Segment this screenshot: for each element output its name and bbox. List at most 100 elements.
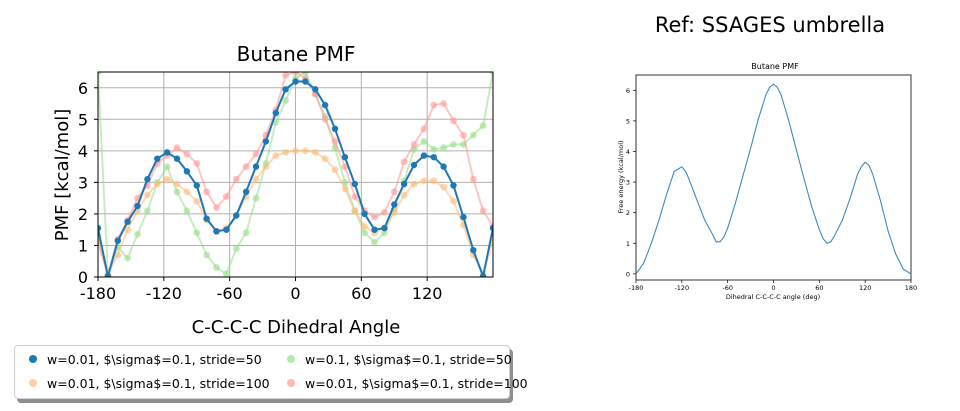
left-series-4-point: [410, 141, 418, 148]
left-series-3-point: [173, 188, 181, 196]
right-series-line: [635, 83, 912, 275]
left-series-1-point: [262, 138, 270, 145]
right-x-tick-label: 60: [815, 284, 823, 292]
left-series-3-point: [213, 264, 220, 271]
left-series-2-point: [282, 149, 289, 156]
left-y-tick-label: 3: [78, 173, 88, 192]
right-x-tick-label: -120: [674, 284, 689, 292]
left-series-3-point: [134, 231, 141, 238]
left-series-4-point: [371, 213, 378, 221]
left-series-2-point: [163, 175, 171, 183]
left-series-1-point: [163, 149, 171, 156]
left-x-tick-label: -180: [80, 284, 116, 303]
left-series-1-point: [124, 218, 131, 225]
left-series-3-point: [381, 229, 388, 237]
left-series-1-point: [183, 168, 191, 175]
left-chart-title: Butane PMF: [237, 42, 356, 66]
left-series-1-point: [489, 224, 493, 232]
left-series-2-point: [302, 147, 309, 155]
left-series-4-point: [203, 188, 211, 196]
left-series-2-point: [361, 223, 368, 230]
right-x-tick-label: 180: [905, 284, 917, 292]
left-series-1-point: [233, 212, 240, 219]
left-series-2-point: [183, 188, 191, 196]
legend-entry-4: w=0.01, $\sigma$=0.1, stride=100: [287, 374, 528, 392]
left-series-1-point: [391, 201, 398, 208]
left-series-2-point: [420, 177, 428, 185]
left-series-1-point: [420, 152, 428, 159]
left-series-4-point: [400, 158, 408, 166]
left-series-4-point: [282, 72, 289, 79]
left-series-1-point: [312, 86, 319, 93]
right-chart-y-ticks: 0 1 2 3 4 5 6: [626, 87, 636, 278]
right-chart-title: Butane PMF: [751, 62, 799, 71]
left-series-3-point: [282, 97, 289, 104]
left-chart-x-axis-label: C-C-C-C Dihedral Angle: [192, 317, 401, 338]
left-series-1-point: [410, 161, 418, 169]
left-series-3-point: [232, 245, 240, 253]
left-series-1-point: [203, 215, 210, 222]
left-series-3-point: [223, 270, 230, 277]
right-y-tick-label: 4: [626, 148, 630, 156]
right-chart-y-axis-label: Free energy (kcal/mol): [617, 140, 625, 213]
left-series-3-point: [124, 254, 131, 262]
left-series-4-point: [292, 72, 299, 76]
left-y-tick-label: 6: [78, 79, 88, 98]
left-series-4-point: [252, 150, 260, 158]
left-series-2-point: [144, 191, 151, 199]
left-series-2-point: [124, 226, 131, 234]
left-series-2-point: [440, 183, 447, 191]
left-series-1-point: [400, 180, 408, 188]
legend-label-3: w=0.1, $\sigma$=0.1, stride=50: [305, 351, 512, 367]
left-chart-y-axis-label: PMF [kcal/mol]: [52, 109, 73, 241]
left-series-1-point: [479, 273, 487, 277]
left-series-1-point: [104, 273, 112, 277]
left-series-3-point: [430, 145, 438, 153]
right-chart-frame: [635, 74, 912, 281]
right-chart-x-axis-label: Dihedral C-C-C-C angle (deg): [726, 293, 820, 301]
right-y-tick-label: 1: [626, 240, 630, 248]
right-y-tick-label: 5: [626, 117, 630, 125]
legend-label-4: w=0.01, $\sigma$=0.1, stride=100: [305, 375, 528, 391]
legend-marker-1: [29, 355, 37, 363]
left-series-1-point: [173, 155, 181, 162]
left-series-1-point: [460, 213, 467, 221]
left-series-line-4: [98, 72, 493, 277]
left-series-3-point: [252, 194, 260, 202]
right-x-tick-label: -180: [629, 284, 644, 292]
left-chart: Butane PMF -180 -120 -60 0 60 120 0 1 2 3 4 5 6 C-C…: [52, 42, 494, 338]
legend-entry-2: w=0.01, $\sigma$=0.1, stride=100: [29, 374, 270, 392]
left-series-2-point: [153, 180, 161, 188]
left-series-1-point: [371, 226, 378, 233]
left-x-tick-label: 120: [412, 284, 443, 303]
left-series-3-point: [469, 131, 477, 139]
left-x-tick-label: -120: [146, 284, 182, 303]
left-y-tick-label: 1: [78, 236, 88, 255]
left-series-1-point: [193, 182, 200, 189]
left-chart-legend: w=0.01, $\sigma$=0.1, stride=50 w=0.01, …: [14, 345, 528, 399]
left-series-1-point: [154, 155, 161, 162]
left-series-4-point: [213, 204, 220, 212]
left-series-2-point: [173, 180, 181, 188]
legend-entry-3: w=0.1, $\sigma$=0.1, stride=50: [287, 350, 512, 368]
left-series-1-point: [321, 101, 329, 109]
left-series-1: [98, 78, 493, 277]
left-series-2-point: [351, 207, 359, 215]
left-series-4-point: [331, 138, 339, 145]
left-series-2-point: [430, 177, 438, 185]
left-series-4-point: [223, 193, 230, 201]
right-x-tick-label: 120: [859, 284, 871, 292]
left-chart-series-layer: [98, 72, 493, 277]
left-series-3-point: [361, 229, 368, 237]
left-series-3-point: [440, 144, 447, 152]
left-series-1-point: [144, 176, 151, 183]
right-x-tick-label: 0: [771, 284, 775, 292]
left-series-2-point: [193, 197, 201, 205]
left-series-2-point: [262, 163, 270, 171]
left-series-1-point: [98, 224, 102, 232]
left-series-3-point: [163, 163, 171, 171]
left-series-4-point: [430, 101, 438, 109]
left-series-3-point: [420, 138, 428, 145]
left-series-3-point: [183, 207, 191, 215]
left-chart-grid: [97, 72, 493, 278]
